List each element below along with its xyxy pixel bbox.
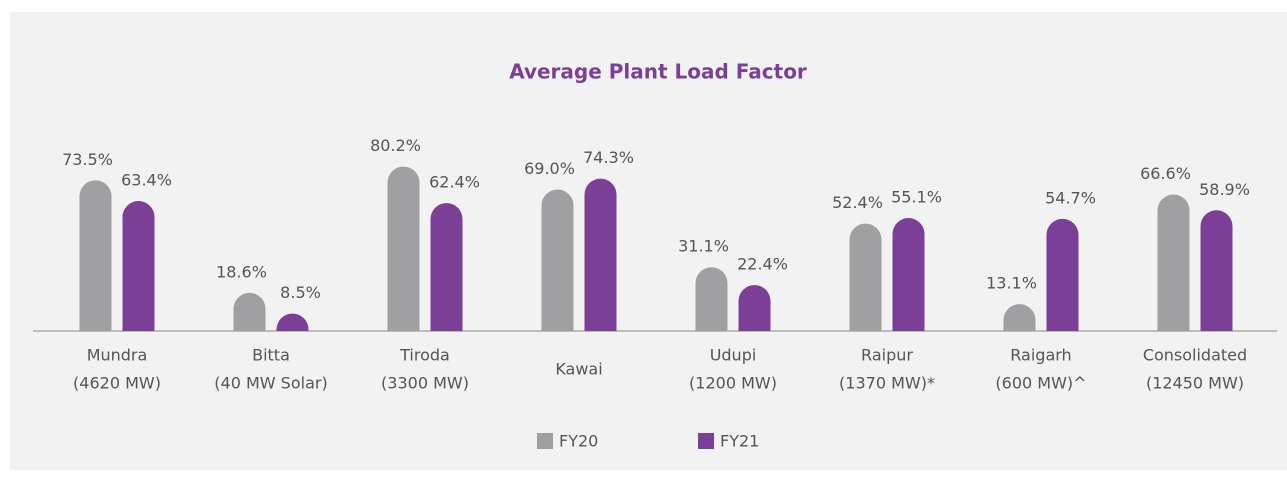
- value-label: 73.5%: [62, 150, 113, 169]
- legend-swatch: [698, 433, 714, 449]
- value-label: 8.5%: [280, 283, 321, 302]
- bar: [233, 292, 266, 331]
- bar: [1003, 304, 1036, 331]
- x-tick-label: Raigarh: [1010, 346, 1071, 365]
- x-tick-label: Tiroda: [399, 346, 450, 365]
- bar: [695, 267, 728, 331]
- bar: [430, 203, 463, 331]
- value-label: 66.6%: [1140, 164, 1191, 183]
- value-label: 58.9%: [1199, 180, 1250, 199]
- x-tick-label: (600 MW)^: [995, 374, 1086, 393]
- bar: [79, 180, 112, 331]
- x-tick-label: (3300 MW): [381, 374, 469, 393]
- value-label: 13.1%: [986, 274, 1037, 293]
- chart-title: Average Plant Load Factor: [509, 60, 807, 84]
- x-tick-label: (4620 MW): [73, 374, 161, 393]
- bar: [738, 285, 771, 331]
- x-tick-label: Kawai: [555, 360, 602, 379]
- value-label: 52.4%: [832, 193, 883, 212]
- legend-swatch: [537, 433, 553, 449]
- value-label: 22.4%: [737, 255, 788, 274]
- bar: [1200, 210, 1233, 331]
- x-tick-label: Consolidated: [1143, 346, 1247, 365]
- bar: [541, 189, 574, 331]
- value-label: 54.7%: [1045, 188, 1096, 207]
- value-label: 63.4%: [121, 171, 172, 190]
- x-tick-label: Raipur: [861, 346, 913, 365]
- legend-label: FY20: [559, 432, 598, 451]
- value-label: 62.4%: [429, 173, 480, 192]
- bar: [584, 178, 617, 331]
- x-tick-label: Udupi: [710, 346, 757, 365]
- value-label: 80.2%: [370, 136, 421, 155]
- bar: [276, 313, 309, 331]
- value-label: 18.6%: [216, 262, 267, 281]
- value-label: 74.3%: [583, 148, 634, 167]
- bar: [1157, 194, 1190, 331]
- x-tick-label: (12450 MW): [1146, 374, 1244, 393]
- x-tick-label: Bitta: [252, 346, 290, 365]
- value-label: 31.1%: [678, 237, 729, 256]
- value-label: 55.1%: [891, 188, 942, 207]
- value-label: 69.0%: [524, 159, 575, 178]
- bar: [892, 218, 925, 331]
- legend-label: FY21: [720, 432, 759, 451]
- bar: [122, 201, 155, 331]
- bar: [849, 223, 882, 331]
- x-tick-label: (1200 MW): [689, 374, 777, 393]
- x-tick-label: Mundra: [87, 346, 148, 365]
- bar: [1046, 218, 1079, 331]
- bar: [387, 166, 420, 331]
- x-tick-label: (40 MW Solar): [214, 374, 327, 393]
- x-tick-label: (1370 MW)*: [839, 374, 935, 393]
